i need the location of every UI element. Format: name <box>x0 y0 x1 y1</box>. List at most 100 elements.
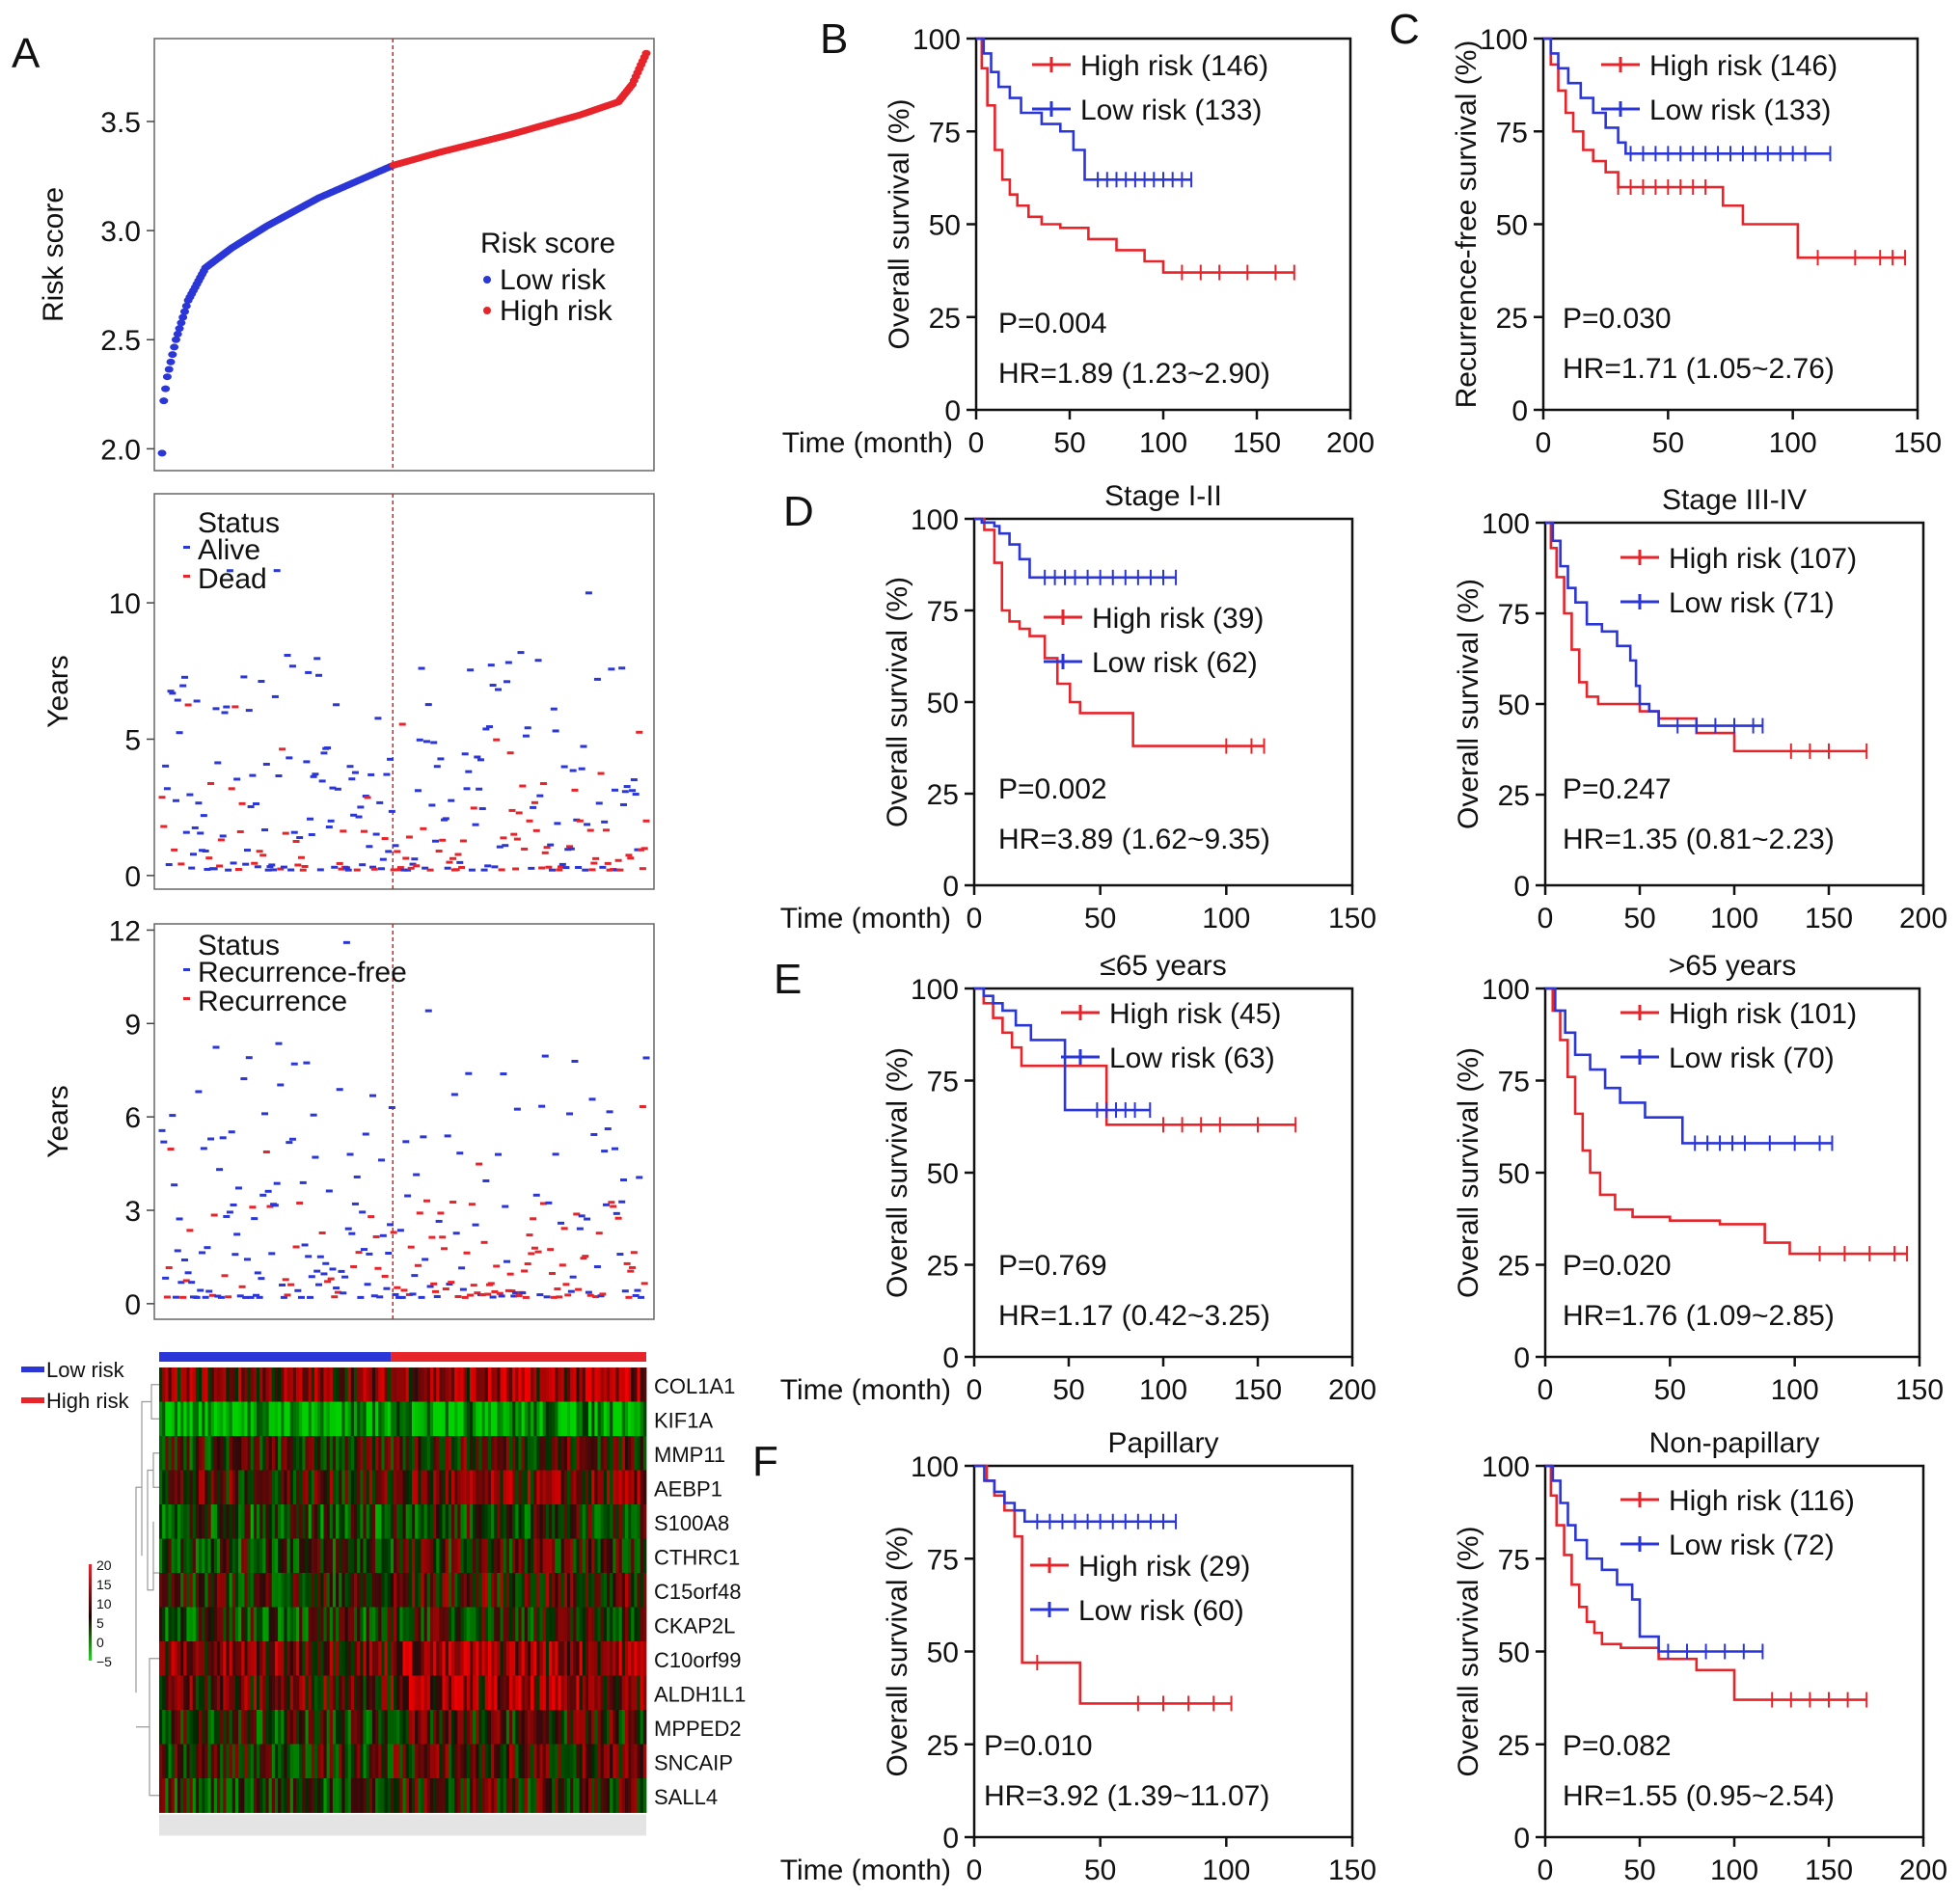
heatmap-cell <box>423 1573 428 1608</box>
y-tick-label: 2.5 <box>100 325 141 357</box>
heatmap-cell <box>594 1778 598 1813</box>
heatmap-cell <box>433 1573 437 1608</box>
heatmap-cell <box>274 1675 279 1711</box>
heatmap-cell <box>363 1573 368 1608</box>
heatmap-cell <box>394 1744 397 1779</box>
heatmap-cell <box>381 1675 385 1711</box>
heatmap-cell <box>415 1675 419 1711</box>
heatmap-cell <box>344 1573 349 1608</box>
event-point <box>640 1282 648 1286</box>
heatmap-cell <box>296 1641 300 1676</box>
heatmap-cell <box>460 1367 465 1402</box>
heatmap-cell <box>481 1504 486 1539</box>
heatmap-cell <box>394 1778 397 1813</box>
heatmap-cell <box>250 1675 255 1711</box>
y-tick-label: 75 <box>927 1544 959 1576</box>
heatmap-cell <box>588 1778 592 1813</box>
censored-point <box>277 1083 285 1087</box>
heatmap-cell <box>637 1675 641 1711</box>
heatmap-cell <box>259 1710 263 1745</box>
heatmap-cell <box>368 1538 373 1574</box>
censored-point <box>612 868 620 872</box>
heatmap-cell <box>597 1538 602 1574</box>
heatmap-cell <box>411 1401 416 1437</box>
heatmap-cell <box>500 1538 504 1574</box>
heatmap-cell <box>257 1744 260 1779</box>
heatmap-cell <box>390 1401 395 1437</box>
event-point <box>470 806 477 810</box>
censored-point <box>316 1255 324 1259</box>
heatmap-cell <box>308 1710 313 1745</box>
heatmap-cell <box>341 1367 345 1402</box>
heatmap-cell <box>421 1744 424 1779</box>
x-tick-label: 0 <box>966 1854 983 1886</box>
heatmap-cell <box>445 1401 449 1437</box>
heatmap-cell <box>478 1607 482 1642</box>
heatmap-cell <box>231 1675 236 1711</box>
heatmap-cell <box>442 1675 447 1711</box>
event-point <box>526 819 533 823</box>
heatmap-cell <box>399 1367 403 1402</box>
heatmap-cell <box>210 1744 215 1779</box>
panel-letter-b: B <box>820 15 848 63</box>
heatmap-cell <box>192 1607 197 1642</box>
heatmap-cell <box>570 1573 574 1608</box>
heatmap-cell <box>296 1778 300 1813</box>
x-tick-label: 100 <box>1139 1374 1187 1406</box>
heatmap-cell <box>265 1573 270 1608</box>
heatmap-cell <box>591 1470 595 1505</box>
heatmap-cell <box>503 1607 507 1642</box>
event-point <box>608 1201 615 1205</box>
heatmap-cell <box>213 1401 218 1437</box>
heatmap-cell <box>354 1744 358 1779</box>
heatmap-cell <box>442 1401 447 1437</box>
heatmap-cell <box>576 1538 580 1574</box>
heatmap-cell <box>253 1470 258 1505</box>
censored-point <box>233 1232 241 1236</box>
heatmap-cell <box>162 1367 166 1402</box>
heatmap-cell <box>308 1367 313 1402</box>
heatmap-cell <box>313 1367 318 1402</box>
heatmap-cell <box>274 1470 279 1505</box>
heatmap-cell <box>566 1367 571 1402</box>
heatmap-cell <box>350 1641 355 1676</box>
censored-point <box>573 818 581 822</box>
heatmap-cell <box>536 1744 540 1779</box>
heatmap-cell <box>262 1778 266 1813</box>
heatmap-cell <box>408 1367 413 1402</box>
heatmap-cell <box>360 1641 364 1676</box>
heatmap-cell <box>284 1744 287 1779</box>
censored-point <box>188 866 196 870</box>
heatmap-cell <box>560 1778 565 1813</box>
heatmap-cell <box>591 1573 595 1608</box>
heatmap-cell <box>508 1573 513 1608</box>
heatmap-cell <box>336 1401 340 1437</box>
event-point <box>167 1148 175 1151</box>
x-tick-label: 100 <box>1202 1854 1250 1886</box>
km-curve-low-risk <box>974 1464 1177 1524</box>
heatmap-cell <box>199 1607 203 1642</box>
heatmap-cell <box>231 1607 236 1642</box>
y-tick-label: 100 <box>912 24 961 56</box>
heatmap-cell <box>171 1470 176 1505</box>
heatmap-cell <box>347 1744 352 1779</box>
censored-point <box>205 1289 213 1293</box>
heatmap-cell <box>600 1367 605 1402</box>
heatmap-cell <box>503 1367 507 1402</box>
heatmap-cell <box>363 1504 368 1539</box>
legend-title: Risk score <box>480 228 615 259</box>
heatmap-cell <box>378 1744 382 1779</box>
censored-point <box>233 777 241 781</box>
heatmap-cell <box>216 1367 221 1402</box>
heatmap-cell <box>299 1573 303 1608</box>
heatmap-cell <box>202 1744 205 1779</box>
heatmap-cell <box>505 1607 510 1642</box>
heatmap-cell <box>262 1401 266 1437</box>
heatmap-cell <box>442 1538 447 1574</box>
event-point <box>205 856 213 860</box>
event-point <box>604 861 612 865</box>
heatmap-cell <box>463 1675 468 1711</box>
heatmap-cell <box>566 1641 571 1676</box>
heatmap-cell <box>624 1675 629 1711</box>
heatmap-cell <box>186 1436 190 1471</box>
